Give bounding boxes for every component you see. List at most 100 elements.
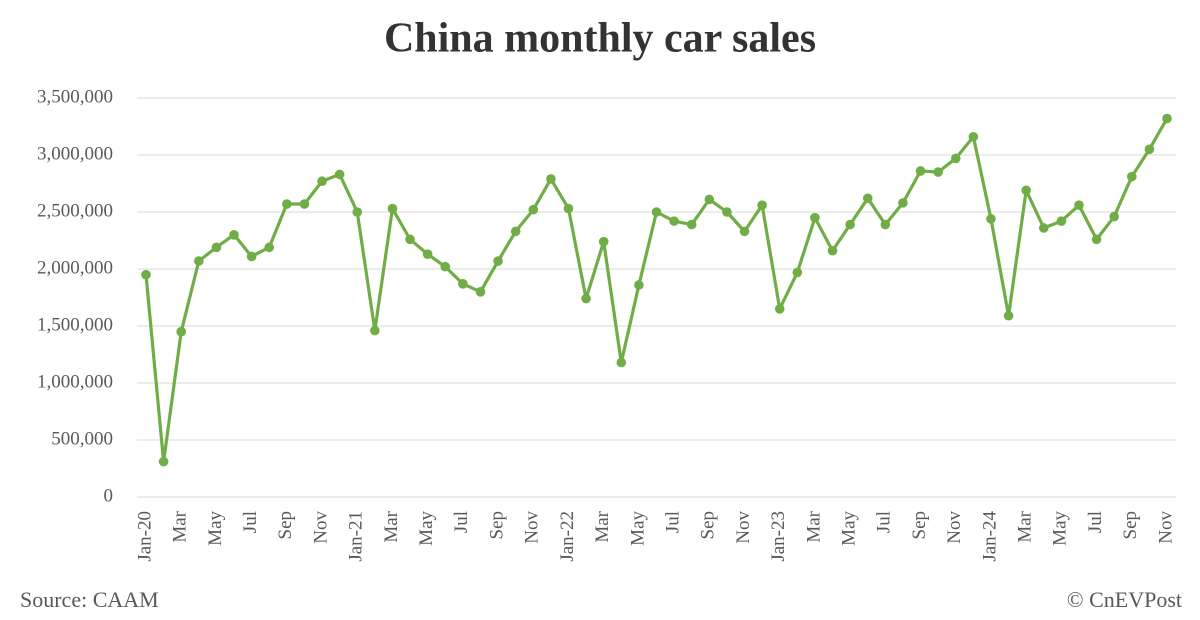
y-tick-label: 500,000 [51, 428, 113, 449]
x-tick-label: May [838, 511, 859, 546]
x-tick-label: Jul [874, 511, 895, 533]
marker [598, 236, 609, 247]
marker [493, 256, 503, 266]
x-tick-label: Sep [486, 511, 507, 540]
x-tick-label: Mar [592, 510, 613, 542]
marker [968, 131, 979, 142]
x-tick-label: Jul [662, 511, 683, 533]
marker [933, 167, 943, 177]
chart-title: China monthly car sales [384, 16, 816, 62]
marker [246, 251, 257, 262]
x-tick-label: Jan-21 [346, 511, 367, 562]
marker [915, 166, 926, 176]
x-tick-label: Mar [1015, 510, 1036, 542]
y-tick-label: 3,000,000 [37, 143, 113, 164]
marker [282, 199, 292, 209]
x-tick-label: May [205, 511, 226, 546]
marker [176, 326, 187, 337]
marker [1056, 216, 1067, 226]
y-tick-label: 2,000,000 [37, 257, 113, 278]
marker [1003, 310, 1014, 321]
marker [1074, 200, 1084, 210]
x-tick-label: May [627, 511, 648, 546]
credit: © CnEVPost [1067, 587, 1182, 612]
marker [686, 219, 697, 230]
x-tick-label: Jul [1085, 511, 1106, 533]
marker [440, 261, 451, 272]
x-tick-label: Jan-20 [134, 511, 155, 562]
y-tick-label: 0 [104, 485, 114, 506]
marker [352, 207, 363, 217]
x-tick-label: Nov [310, 511, 331, 544]
marker [722, 207, 732, 217]
marker [739, 226, 750, 237]
x-tick-label: Jan-24 [979, 511, 1000, 562]
marker [264, 242, 275, 253]
marker [792, 267, 803, 278]
marker [299, 199, 310, 209]
marker [1038, 223, 1049, 233]
marker [986, 214, 996, 224]
x-tick-label: Sep [1120, 511, 1141, 540]
marker [475, 287, 486, 297]
x-tick-label: Mar [803, 510, 824, 542]
marker [898, 198, 908, 208]
x-tick-label: Nov [1155, 511, 1176, 544]
line [144, 117, 1169, 464]
x-tick-label: Jan-22 [557, 511, 578, 562]
marker [194, 256, 204, 266]
x-tick-label: Sep [275, 511, 296, 540]
marker [669, 216, 679, 226]
marker [141, 269, 151, 280]
marker [563, 203, 574, 214]
marker [810, 212, 820, 223]
x-tick-label: Jul [451, 511, 472, 533]
marker [1091, 234, 1102, 245]
x-tick-label: May [416, 511, 437, 546]
marker [1162, 113, 1172, 124]
marker [1021, 185, 1031, 196]
marker [158, 456, 169, 467]
x-tick-label: Jan-23 [768, 511, 789, 562]
x-tick-label: Jul [240, 511, 261, 533]
marker [510, 226, 521, 237]
marker [845, 219, 855, 230]
marker [1109, 211, 1119, 222]
x-tick-label: Sep [909, 511, 930, 540]
marker [651, 207, 662, 217]
x-tick-label: Nov [944, 511, 965, 544]
y-tick-label: 2,500,000 [37, 200, 113, 221]
marker [387, 203, 398, 214]
marker [546, 174, 556, 184]
marker [458, 279, 468, 289]
source: Source: CAAM [20, 587, 159, 612]
x-tick-label: Mar [170, 510, 191, 542]
marker [528, 204, 539, 215]
y-tick-label: 3,500,000 [37, 86, 113, 107]
marker [334, 169, 345, 180]
x-tick-label: Nov [733, 511, 754, 544]
marker [634, 280, 644, 290]
marker [616, 357, 627, 368]
marker [229, 230, 239, 240]
marker [405, 234, 415, 245]
x-tick-label: Mar [381, 510, 402, 542]
marker [422, 249, 433, 259]
marker [211, 242, 222, 253]
x-tick-label: Nov [522, 511, 543, 544]
y-tick-label: 1,000,000 [37, 371, 113, 392]
marker [950, 153, 961, 164]
y-tick-label: 1,500,000 [37, 314, 113, 335]
marker [1144, 144, 1155, 155]
marker [370, 325, 380, 336]
marker [704, 194, 715, 205]
marker [757, 200, 767, 210]
marker [827, 245, 838, 256]
marker [774, 304, 785, 314]
marker [1126, 171, 1137, 182]
marker [880, 219, 891, 230]
marker [862, 193, 873, 204]
x-tick-label: Sep [698, 511, 719, 540]
